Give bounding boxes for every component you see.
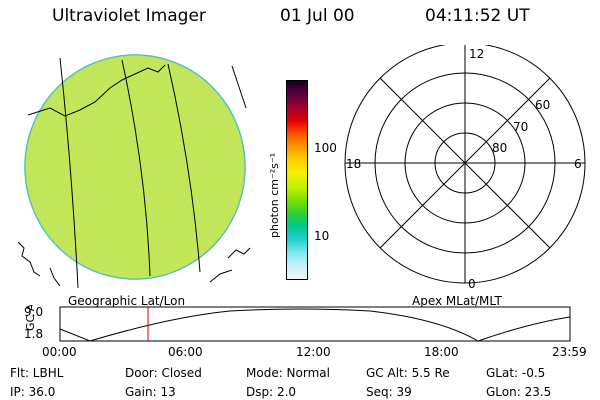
lat-label-70: 70	[513, 120, 528, 134]
mlt-label-0: 0	[468, 277, 476, 291]
filter-info: Flt: LBHL	[10, 366, 64, 380]
polar-plot-label: Apex MLat/MLT	[412, 294, 502, 308]
colorbar	[286, 80, 308, 280]
time-tick: 06:00	[168, 345, 203, 359]
colorbar-axis: photon cm⁻²s⁻¹	[268, 153, 281, 238]
time-tick: 18:00	[424, 345, 459, 359]
meridian-line	[167, 63, 201, 273]
altitude-plot[interactable]: GC Alt 9.0 1.8	[10, 305, 590, 347]
observation-time: 04:11:52 UT	[425, 6, 530, 26]
instrument-title: Ultraviolet Imager	[52, 6, 206, 26]
meridian-line	[231, 65, 247, 109]
image-panel-label: Geographic Lat/Lon	[68, 294, 186, 308]
observation-date: 01 Jul 00	[280, 6, 355, 26]
polar-plot[interactable]: 12 18 6 0 60 70 80	[340, 45, 590, 295]
uv-image-panel[interactable]	[10, 50, 270, 290]
door-info: Door: Closed	[125, 366, 202, 380]
time-tick: 00:00	[42, 345, 77, 359]
mlt-label-12: 12	[469, 47, 484, 61]
colorbar-unit-label: photon cm⁻²s⁻¹	[268, 153, 281, 238]
altitude-curve	[59, 308, 571, 342]
time-tick: 23:59	[552, 345, 587, 359]
colorbar-tick-100: 100	[314, 141, 337, 155]
meridian-line	[121, 59, 151, 277]
glon-info: GLon: 23.5	[486, 385, 552, 399]
title-bar: Ultraviolet Imager 01 Jul 00 04:11:52 UT	[0, 0, 600, 40]
dsp-info: Dsp: 2.0	[246, 385, 297, 399]
colorbar-tick-10: 10	[314, 229, 330, 243]
lat-label-80: 80	[492, 141, 507, 155]
mlt-label-18: 18	[346, 157, 361, 171]
alt-ylabel: GC Alt	[24, 305, 37, 331]
mlt-label-6: 6	[574, 157, 582, 171]
mode-info: Mode: Normal	[246, 366, 330, 380]
gain-info: Gain: 13	[125, 385, 176, 399]
alt-ymax: 9.0	[24, 305, 43, 319]
meridian-line	[59, 57, 79, 289]
lat-label-60: 60	[535, 98, 550, 112]
seq-info: Seq: 39	[366, 385, 412, 399]
alt-ymin: 1.8	[24, 327, 43, 341]
ip-info: IP: 36.0	[10, 385, 56, 399]
time-tick: 12:00	[296, 345, 331, 359]
coastline	[27, 64, 166, 117]
gc-alt-info: GC Alt: 5.5 Re	[366, 366, 450, 380]
glat-info: GLat: -0.5	[486, 366, 546, 380]
